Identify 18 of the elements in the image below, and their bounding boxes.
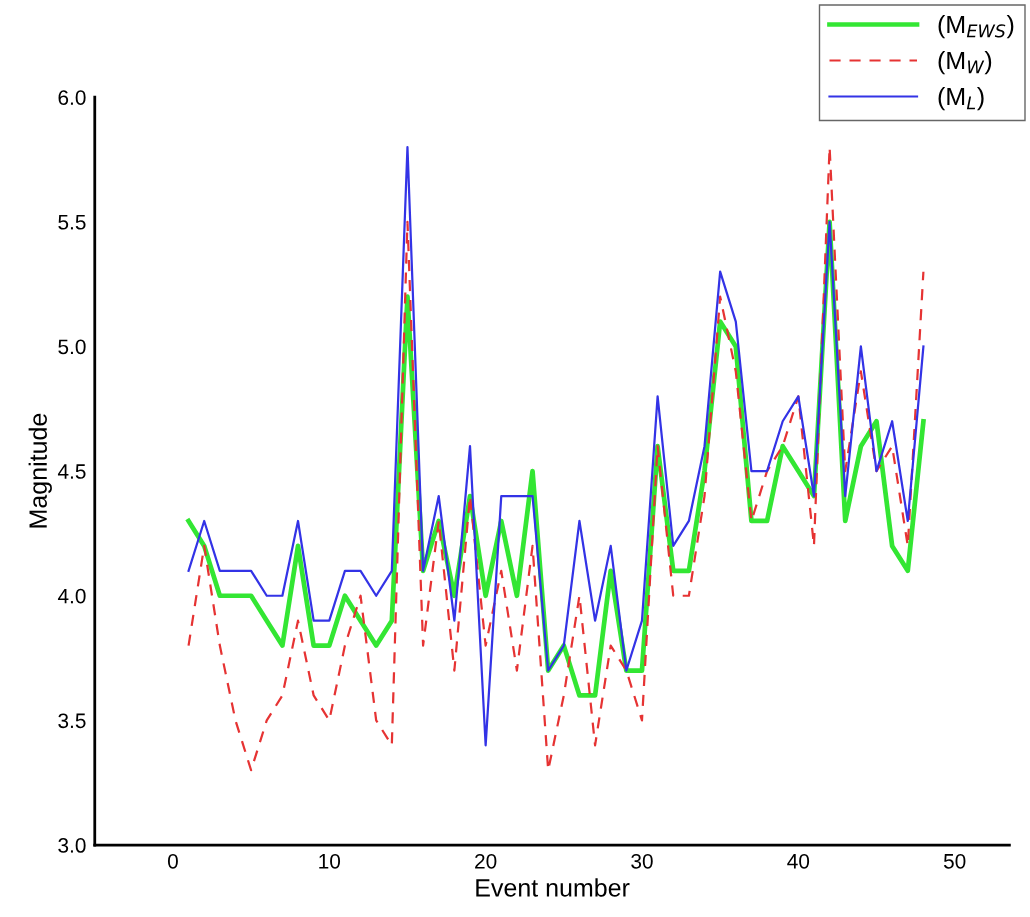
- x-tick-label: 10: [319, 853, 341, 869]
- x-tick-label: 0: [167, 853, 178, 869]
- y-tick-label: 6.0: [58, 90, 86, 105]
- y-tick-label: 3.0: [58, 838, 86, 853]
- legend-label: (M$_{W}$): [938, 51, 992, 75]
- x-tick-label: 50: [943, 853, 966, 869]
- y-tick-label: 5.0: [58, 339, 86, 355]
- legend-label: (M$_{L}$): [938, 87, 984, 111]
- x-tick-label: 30: [631, 853, 653, 869]
- x-tick-label: 20: [475, 853, 497, 869]
- x-tick-label: 40: [787, 853, 810, 869]
- y-axis-title: Magnitude: [28, 413, 52, 528]
- y-tick-label: 5.5: [58, 215, 86, 230]
- y-tick-label: 4.0: [57, 588, 86, 604]
- y-tick-label: 3.5: [58, 713, 86, 729]
- x-axis-title: Event number: [476, 878, 630, 897]
- y-tick-label: 4.5: [57, 464, 86, 479]
- legend-label: (M$_{EWS}$): [938, 15, 1014, 39]
